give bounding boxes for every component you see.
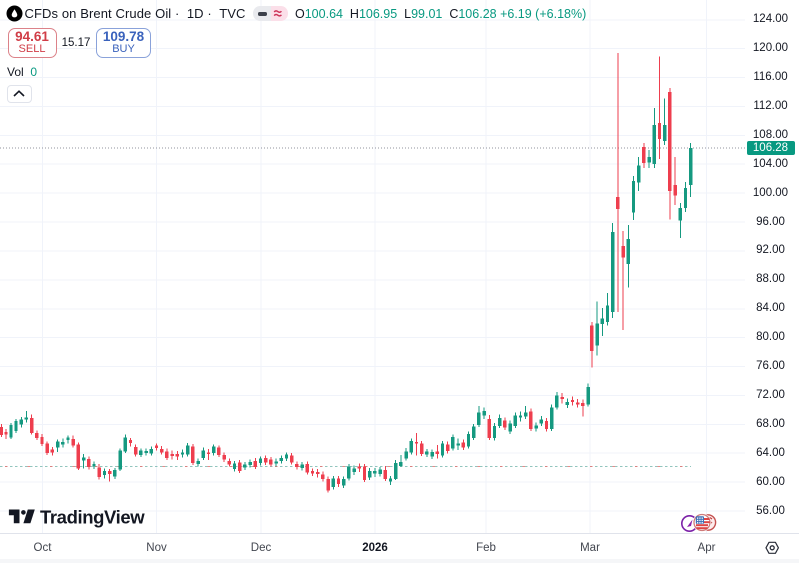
svg-text:TradingView: TradingView bbox=[40, 508, 145, 527]
